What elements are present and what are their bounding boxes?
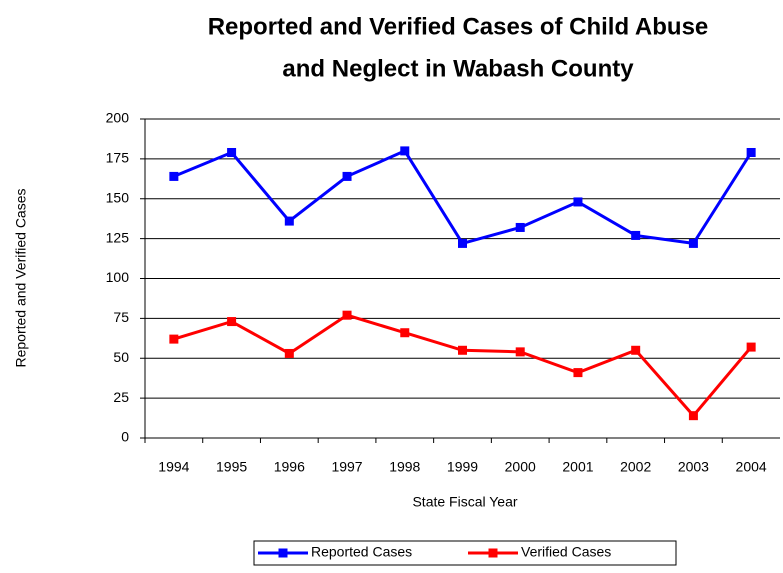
x-tick-label: 1998: [389, 459, 420, 475]
x-tick-label: 1996: [274, 459, 305, 475]
series-line: [173, 149, 753, 246]
data-point: [515, 222, 525, 232]
y-tick-label: 50: [113, 349, 129, 365]
data-point: [688, 411, 698, 421]
chart-title-line1: Reported and Verified Cases of Child Abu…: [208, 13, 709, 40]
x-tick-label: 2004: [736, 459, 767, 475]
data-point: [227, 317, 237, 327]
y-tick-label: 25: [113, 389, 129, 405]
data-point: [458, 345, 467, 355]
legend-label: Reported Cases: [311, 544, 412, 560]
y-tick-label: 100: [106, 269, 130, 285]
data-point: [458, 238, 467, 248]
y-tick-label: 200: [106, 110, 130, 126]
data-point: [746, 147, 756, 157]
x-tick-label: 2003: [678, 459, 709, 475]
legend-marker: [488, 548, 498, 558]
data-point: [342, 310, 352, 320]
x-tick-label: 2001: [562, 459, 593, 475]
data-point: [688, 238, 698, 248]
series-line: [173, 313, 753, 418]
x-tick-label: 2000: [505, 459, 536, 475]
data-point: [573, 368, 583, 378]
legend-marker: [278, 548, 288, 558]
data-point: [400, 146, 410, 156]
y-tick-label: 175: [106, 150, 130, 166]
x-axis-label: State Fiscal Year: [412, 494, 517, 510]
data-point: [515, 347, 525, 357]
chart-title-line2: and Neglect in Wabash County: [282, 55, 634, 82]
y-tick-label: 125: [106, 229, 130, 245]
y-tick-label: 0: [121, 429, 129, 445]
data-point: [631, 230, 641, 240]
data-point: [284, 348, 294, 358]
x-tick-label: 1995: [216, 459, 247, 475]
x-tick-label: 1994: [158, 459, 189, 475]
x-tick-label: 1997: [331, 459, 362, 475]
x-tick-label: 2002: [620, 459, 651, 475]
data-point: [573, 197, 583, 207]
data-point: [169, 171, 179, 181]
data-point: [169, 334, 179, 344]
data-point: [342, 171, 352, 181]
data-point: [746, 342, 756, 352]
y-axis-label: Reported and Verified Cases: [13, 189, 29, 368]
legend-box: [253, 540, 677, 566]
y-tick-label: 75: [113, 309, 129, 325]
data-point: [400, 328, 410, 338]
y-tick-label: 150: [106, 189, 130, 205]
x-tick-label: 1999: [447, 459, 478, 475]
legend-label: Verified Cases: [521, 544, 611, 560]
data-point: [284, 216, 294, 226]
data-point: [631, 345, 641, 355]
data-point: [227, 147, 237, 157]
